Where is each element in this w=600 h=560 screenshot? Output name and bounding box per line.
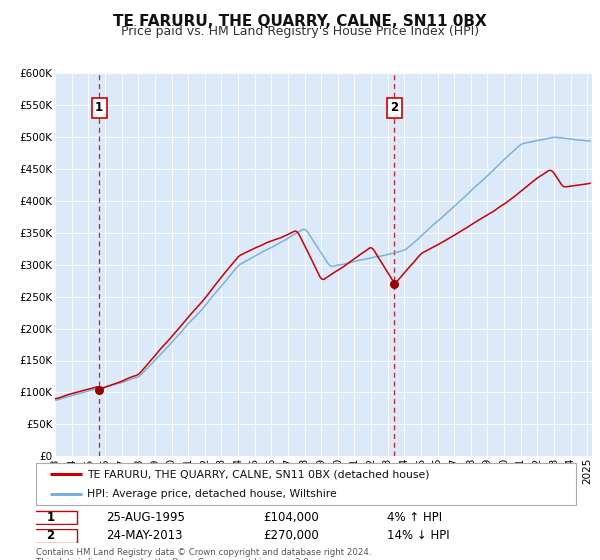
Text: Price paid vs. HM Land Registry's House Price Index (HPI): Price paid vs. HM Land Registry's House … bbox=[121, 25, 479, 38]
Text: 14% ↓ HPI: 14% ↓ HPI bbox=[387, 529, 449, 543]
Text: 1: 1 bbox=[47, 511, 55, 524]
Text: 4% ↑ HPI: 4% ↑ HPI bbox=[387, 511, 442, 524]
Text: HPI: Average price, detached house, Wiltshire: HPI: Average price, detached house, Wilt… bbox=[88, 489, 337, 499]
Text: 1: 1 bbox=[95, 101, 103, 114]
Text: 25-AUG-1995: 25-AUG-1995 bbox=[106, 511, 185, 524]
Text: £104,000: £104,000 bbox=[263, 511, 319, 524]
Text: 2: 2 bbox=[47, 529, 55, 543]
Text: TE FARURU, THE QUARRY, CALNE, SN11 0BX (detached house): TE FARURU, THE QUARRY, CALNE, SN11 0BX (… bbox=[88, 469, 430, 479]
FancyBboxPatch shape bbox=[36, 463, 576, 505]
FancyBboxPatch shape bbox=[25, 511, 77, 524]
FancyBboxPatch shape bbox=[25, 529, 77, 543]
Text: 2: 2 bbox=[390, 101, 398, 114]
Text: TE FARURU, THE QUARRY, CALNE, SN11 0BX: TE FARURU, THE QUARRY, CALNE, SN11 0BX bbox=[113, 14, 487, 29]
Text: Contains HM Land Registry data © Crown copyright and database right 2024.
This d: Contains HM Land Registry data © Crown c… bbox=[36, 548, 371, 560]
Text: 24-MAY-2013: 24-MAY-2013 bbox=[106, 529, 182, 543]
Text: £270,000: £270,000 bbox=[263, 529, 319, 543]
